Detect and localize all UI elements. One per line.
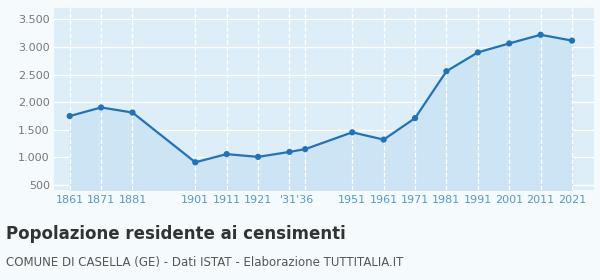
Point: [284, 150, 294, 154]
Text: Popolazione residente ai censimenti: Popolazione residente ai censimenti: [6, 225, 346, 243]
Point: [379, 137, 388, 142]
Point: [347, 130, 357, 135]
Point: [410, 116, 420, 120]
Point: [65, 114, 74, 118]
Point: [96, 105, 106, 110]
Point: [505, 41, 514, 46]
Text: COMUNE DI CASELLA (GE) - Dati ISTAT - Elaborazione TUTTITALIA.IT: COMUNE DI CASELLA (GE) - Dati ISTAT - El…: [6, 256, 403, 269]
Point: [190, 160, 200, 165]
Point: [128, 110, 137, 115]
Point: [567, 38, 577, 43]
Point: [473, 50, 482, 55]
Point: [222, 152, 232, 156]
Point: [253, 155, 263, 159]
Point: [536, 32, 545, 37]
Point: [301, 147, 310, 151]
Point: [442, 69, 451, 73]
